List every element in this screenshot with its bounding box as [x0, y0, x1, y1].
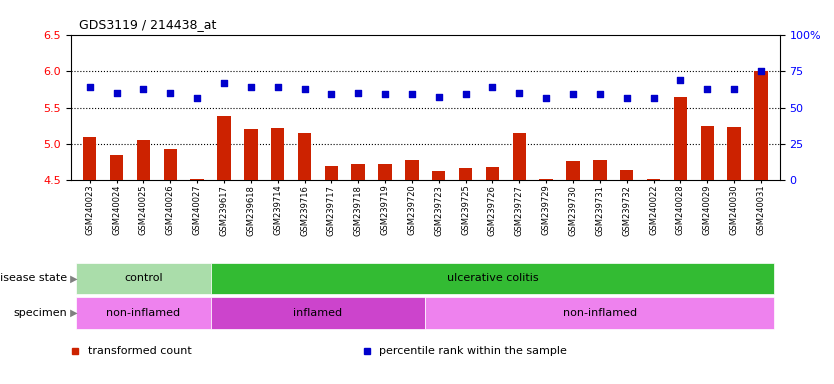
Point [83, 84, 97, 90]
Point [701, 86, 714, 93]
Point [593, 91, 606, 98]
Bar [163, 149, 177, 180]
Text: non-inflamed: non-inflamed [106, 308, 180, 318]
Point [298, 86, 311, 93]
Bar [298, 133, 311, 180]
Bar [190, 179, 203, 180]
Bar [432, 171, 445, 180]
Point [163, 90, 177, 96]
Point [485, 84, 499, 90]
Bar [379, 164, 392, 180]
Point [244, 84, 258, 90]
Point [352, 90, 365, 96]
Bar [76, 297, 210, 329]
Point [674, 77, 687, 83]
Text: disease state: disease state [0, 273, 67, 283]
Bar [83, 137, 97, 180]
Bar [425, 297, 775, 329]
Bar [754, 71, 768, 180]
Point [271, 84, 284, 90]
Text: ulcerative colitis: ulcerative colitis [447, 273, 538, 283]
Point [190, 95, 203, 101]
Point [566, 91, 580, 98]
Point [647, 95, 661, 101]
Bar [674, 97, 687, 180]
Bar [513, 133, 526, 180]
Bar [110, 155, 123, 180]
Bar [566, 161, 580, 180]
Point [218, 80, 231, 86]
Point [513, 90, 526, 96]
Bar [137, 141, 150, 180]
Point [432, 94, 445, 100]
Bar [210, 297, 425, 329]
Bar [647, 179, 661, 180]
Point [110, 90, 123, 96]
Text: non-inflamed: non-inflamed [563, 308, 637, 318]
Point [754, 68, 767, 74]
Text: inflamed: inflamed [294, 308, 343, 318]
Bar [244, 129, 258, 180]
Text: ▶: ▶ [67, 308, 78, 318]
Bar [351, 164, 365, 180]
Bar [727, 127, 741, 180]
Text: control: control [124, 273, 163, 283]
Bar [620, 170, 634, 180]
Point [459, 91, 472, 98]
Text: percentile rank within the sample: percentile rank within the sample [379, 346, 567, 356]
Point [379, 91, 392, 98]
Text: GDS3119 / 214438_at: GDS3119 / 214438_at [79, 18, 217, 31]
Point [405, 91, 419, 98]
Point [137, 86, 150, 93]
Bar [593, 160, 606, 180]
Point [540, 95, 553, 101]
Text: ▶: ▶ [67, 273, 78, 283]
Point [620, 95, 633, 101]
Bar [210, 263, 775, 294]
Point [727, 86, 741, 93]
Bar [76, 263, 210, 294]
Bar [540, 179, 553, 180]
Bar [324, 166, 338, 180]
Bar [459, 168, 472, 180]
Bar [485, 167, 500, 180]
Text: specimen: specimen [13, 308, 67, 318]
Point [324, 91, 338, 98]
Bar [405, 160, 419, 180]
Bar [271, 128, 284, 180]
Bar [217, 116, 231, 180]
Text: transformed count: transformed count [88, 346, 191, 356]
Bar [701, 126, 714, 180]
